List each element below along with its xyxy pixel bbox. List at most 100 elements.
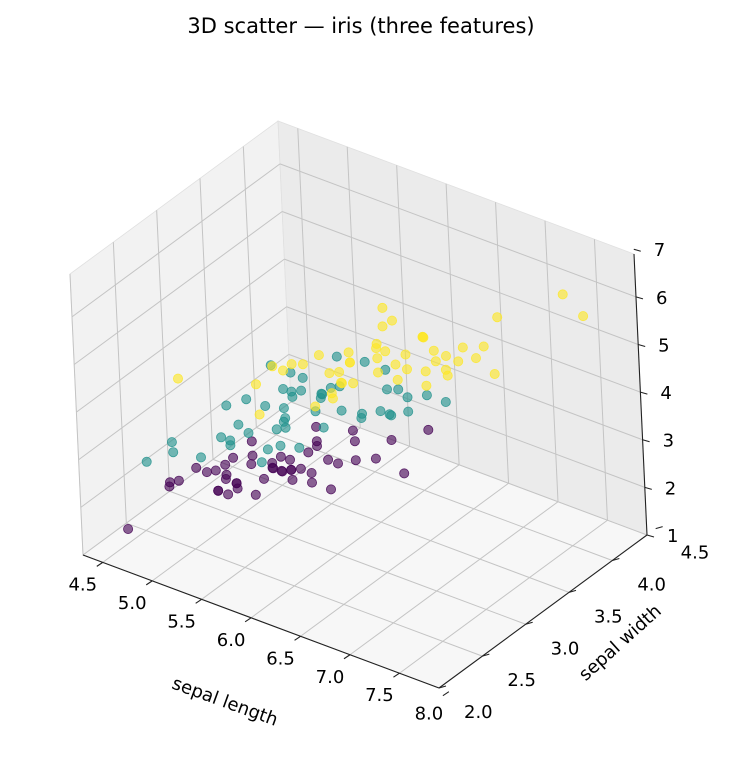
x-tick (96, 561, 104, 567)
data-point-series-3 (313, 350, 324, 361)
z-gridline (286, 306, 643, 441)
data-point-series-2 (271, 424, 282, 435)
y-gridline (169, 490, 526, 625)
data-point-series-2 (166, 437, 177, 448)
data-point-series-3 (310, 401, 321, 412)
data-point-series-3 (343, 347, 354, 358)
data-point-series-3 (400, 349, 411, 360)
z-tick-label: 6 (656, 288, 667, 309)
x-tick (343, 654, 351, 660)
data-point-series-3 (430, 356, 441, 367)
data-point-series-1 (347, 425, 358, 436)
data-point-series-2 (402, 392, 413, 403)
z-gridline (288, 353, 645, 488)
z-tick-label: 3 (663, 431, 674, 452)
data-point-series-1 (287, 474, 298, 485)
z-tick (640, 391, 648, 395)
data-point-series-2 (221, 400, 232, 411)
z-gridline (78, 306, 287, 461)
data-point-series-2 (243, 427, 254, 438)
data-point-series-3 (420, 366, 431, 377)
z-tick (638, 343, 646, 348)
x-tick-label: 6.0 (217, 630, 246, 651)
x-tick (244, 617, 252, 623)
data-point-series-3 (172, 373, 183, 384)
data-point-series-1 (213, 485, 224, 496)
y-tick-label: 3.5 (594, 606, 623, 627)
z-axis-line (633, 253, 648, 536)
data-point-series-2 (256, 457, 267, 468)
x-gridline (297, 128, 312, 410)
data-point-series-1 (386, 434, 397, 445)
data-point-series-1 (350, 455, 361, 466)
data-point-series-3 (286, 359, 297, 370)
y-tick (612, 557, 620, 562)
data-point-series-3 (386, 315, 397, 326)
data-point-series-2 (233, 419, 244, 430)
data-point-series-3 (457, 342, 468, 353)
x-tick-label: 4.5 (68, 574, 97, 595)
data-point-series-3 (478, 341, 489, 352)
data-point-series-2 (275, 440, 286, 451)
y-tick-label: 4.0 (637, 575, 666, 596)
data-point-series-3 (492, 312, 503, 323)
z-gridline (290, 401, 648, 536)
data-points (123, 289, 589, 535)
y-tick (568, 589, 577, 593)
data-point-series-1 (164, 477, 175, 488)
data-point-series-1 (223, 489, 234, 500)
x-gridline (593, 239, 608, 521)
data-point-series-2 (403, 406, 414, 417)
data-point-series-3 (557, 289, 568, 300)
x-tick (442, 691, 450, 697)
data-point-series-3 (344, 357, 355, 368)
z-tick (633, 248, 641, 252)
x-tick (294, 635, 301, 641)
data-point-series-3 (390, 359, 401, 370)
data-point-series-3 (297, 359, 308, 370)
data-point-series-3 (372, 367, 383, 378)
x-tick-label: 6.5 (266, 648, 295, 669)
data-point-series-3 (392, 374, 403, 385)
data-point-series-3 (277, 365, 288, 376)
data-point-series-3 (470, 353, 481, 364)
data-point-series-2 (356, 408, 367, 419)
data-point-series-3 (327, 393, 338, 404)
data-point-series-1 (201, 467, 212, 478)
x-tick (195, 598, 202, 604)
data-point-series-2 (278, 383, 289, 394)
y-gridline (199, 178, 214, 460)
x-tick-label: 5.0 (118, 593, 147, 614)
data-point-series-2 (141, 456, 152, 467)
data-point-series-3 (377, 302, 388, 313)
data-point-series-1 (221, 469, 232, 480)
data-point-series-2 (440, 396, 451, 407)
x-tick-label: 5.5 (167, 611, 196, 632)
data-point-series-3 (428, 345, 439, 356)
x-gridline (346, 146, 361, 428)
data-point-series-2 (297, 372, 308, 383)
z-tick-label: 1 (667, 526, 678, 547)
data-point-series-1 (295, 463, 306, 474)
data-point-series-3 (334, 366, 345, 377)
z-tick-label: 5 (658, 335, 669, 356)
data-point-series-3 (401, 364, 412, 375)
data-point-series-2 (195, 452, 206, 463)
z-tick-label: 7 (654, 240, 665, 261)
data-point-series-1 (306, 477, 317, 488)
data-point-series-1 (220, 459, 231, 470)
y-tick-label: 4.5 (681, 543, 710, 564)
y-tick-label: 2.0 (464, 702, 493, 723)
data-point-series-2 (280, 422, 291, 433)
data-point-series-2 (381, 384, 392, 395)
data-point-series-2 (296, 385, 307, 396)
x-tick (145, 580, 153, 586)
y-gridline (126, 522, 483, 657)
data-point-series-3 (250, 379, 261, 390)
x-gridline (495, 202, 510, 484)
data-point-series-1 (399, 468, 410, 479)
data-point-series-1 (210, 465, 221, 476)
data-point-series-1 (247, 450, 258, 461)
z-tick-label: 2 (665, 478, 676, 499)
